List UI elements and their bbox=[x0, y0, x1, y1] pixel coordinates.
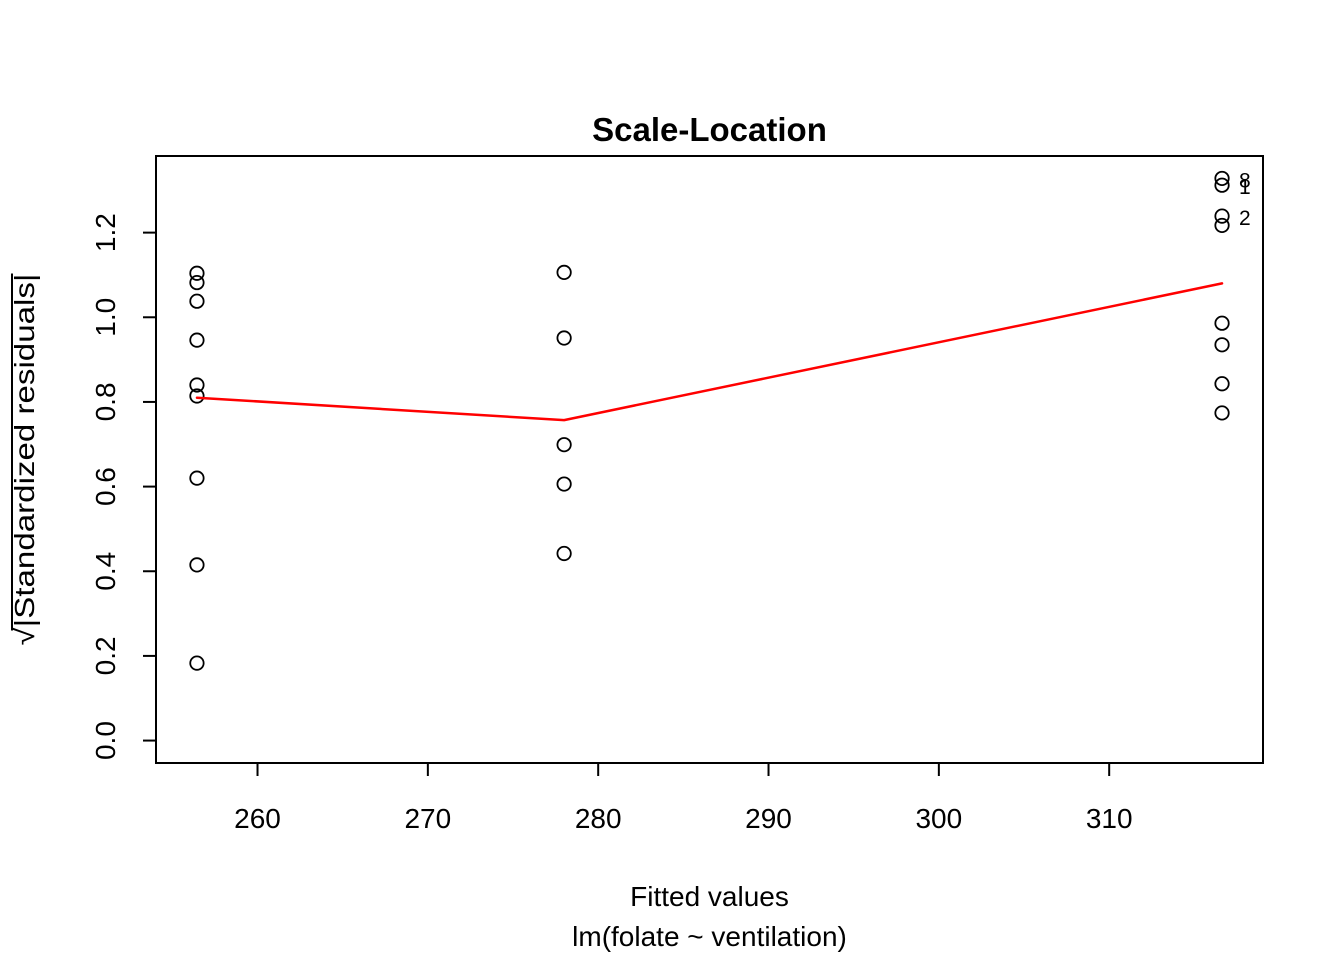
data-point bbox=[1214, 376, 1230, 392]
y-tick-label: 1.0 bbox=[90, 298, 121, 337]
x-tick-label: 300 bbox=[915, 803, 962, 834]
data-point bbox=[556, 545, 572, 562]
data-point bbox=[189, 265, 205, 281]
data-point bbox=[189, 470, 205, 486]
x-axis: 260 270 280 290 300 310 bbox=[234, 763, 1133, 834]
data-point bbox=[1214, 405, 1230, 421]
y-axis: 0.0 0.2 0.4 0.6 0.8 1.0 1.2 bbox=[90, 213, 156, 760]
data-point bbox=[1214, 337, 1230, 353]
y-axis-label: √|Standardized residuals| bbox=[9, 274, 40, 646]
data-point bbox=[556, 264, 572, 281]
plot-title: Scale-Location bbox=[592, 111, 827, 148]
smooth-line bbox=[195, 282, 1224, 422]
plot-frame bbox=[155, 155, 1264, 764]
data-point bbox=[189, 274, 205, 291]
data-point bbox=[189, 332, 205, 348]
point-id-label: 1 bbox=[1239, 176, 1251, 199]
data-point bbox=[1214, 170, 1230, 187]
x-tick-label: 290 bbox=[745, 803, 792, 834]
data-point bbox=[189, 377, 205, 393]
point-id-label: 8 bbox=[1239, 169, 1251, 192]
data-point bbox=[1214, 217, 1230, 234]
data-point bbox=[1214, 208, 1230, 224]
point-id-labels-layer: 81 2 bbox=[1239, 169, 1251, 230]
y-tick-label: 0.8 bbox=[90, 382, 121, 421]
x-tick-label: 270 bbox=[404, 803, 451, 834]
sqrt-radical-glyph: √ bbox=[9, 627, 40, 646]
y-tick-label: 1.2 bbox=[90, 213, 121, 252]
data-point bbox=[189, 557, 205, 573]
y-tick-label: 0.4 bbox=[90, 552, 121, 591]
data-point bbox=[556, 476, 572, 492]
y-axis-label-expression: |Standardized residuals| bbox=[9, 274, 40, 628]
data-point bbox=[1214, 315, 1230, 331]
y-tick-label: 0.0 bbox=[90, 721, 121, 760]
data-point bbox=[556, 437, 572, 453]
x-tick-label: 260 bbox=[234, 803, 281, 834]
data-point bbox=[1214, 177, 1230, 193]
x-axis-label: Fitted values bbox=[630, 881, 789, 912]
y-axis-label-group: √|Standardized residuals| bbox=[9, 273, 40, 646]
x-tick-label: 310 bbox=[1086, 803, 1133, 834]
smooth-line-layer bbox=[195, 282, 1224, 422]
data-points-layer bbox=[189, 170, 1230, 671]
data-point bbox=[189, 293, 205, 309]
x-tick-label: 280 bbox=[575, 803, 622, 834]
y-tick-label: 0.2 bbox=[90, 636, 121, 675]
data-point bbox=[189, 388, 205, 404]
model-call-sublabel: lm(folate ~ ventilation) bbox=[572, 921, 847, 952]
data-point bbox=[556, 330, 572, 346]
y-tick-label: 0.6 bbox=[90, 467, 121, 506]
data-point bbox=[189, 655, 205, 671]
point-id-label: 2 bbox=[1239, 207, 1251, 230]
